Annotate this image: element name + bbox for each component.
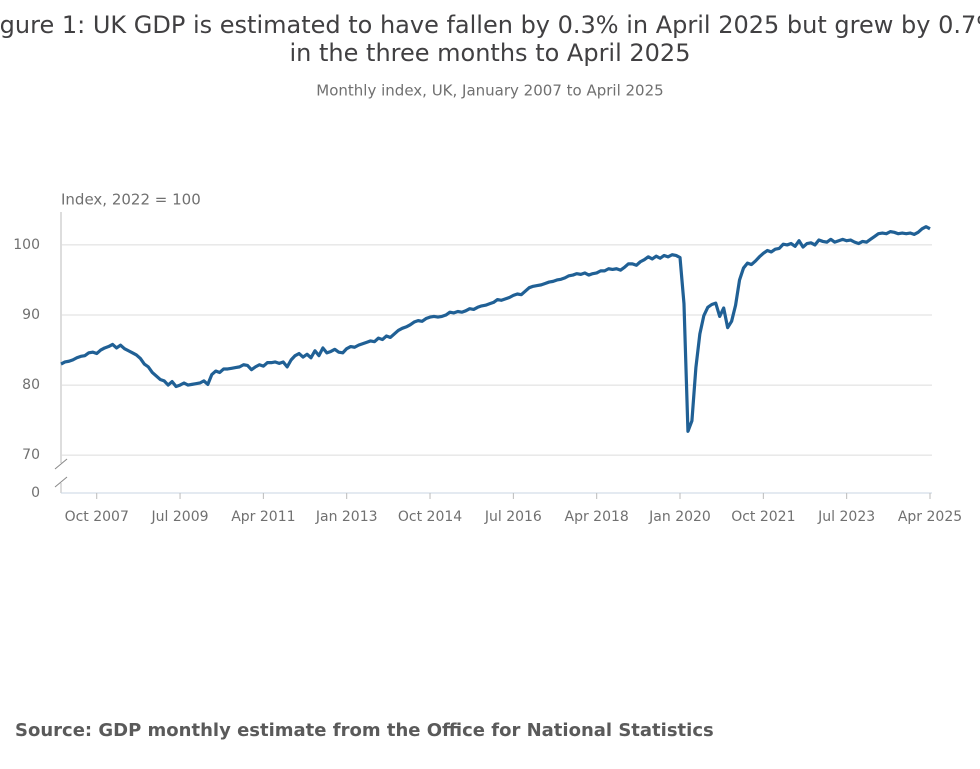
x-tick-label: Oct 2007: [65, 509, 129, 525]
x-tick-label: Apr 2025: [898, 509, 962, 525]
axis-break: [54, 476, 68, 488]
y-tick-label: 0: [31, 485, 40, 501]
x-tick-label: Jan 2013: [315, 509, 378, 525]
x-tick-label: Jul 2009: [151, 509, 209, 525]
x-tick-label: Apr 2011: [231, 509, 295, 525]
x-tick-label: Jul 2023: [817, 509, 875, 525]
chart-subtitle: Monthly index, UK, January 2007 to April…: [316, 82, 663, 100]
chart-title: Figure 1: UK GDP is estimated to have fa…: [0, 11, 980, 67]
axis-break: [54, 458, 68, 470]
y-tick-label: 80: [22, 377, 40, 393]
y-tick-label: 100: [13, 237, 40, 253]
x-tick-label: Jan 2020: [648, 509, 711, 525]
y-tick-label: 70: [22, 447, 40, 463]
x-tick-label: Jul 2016: [484, 509, 542, 525]
x-tick-label: Oct 2014: [398, 509, 462, 525]
y-tick-label: 90: [22, 307, 40, 323]
x-tick-label: Oct 2021: [731, 509, 795, 525]
data-line: [60, 225, 931, 433]
source: Source: GDP monthly estimate from the Of…: [15, 720, 714, 741]
y-axis-label: Index, 2022 = 100: [61, 191, 201, 209]
x-tick-label: Apr 2018: [565, 509, 629, 525]
